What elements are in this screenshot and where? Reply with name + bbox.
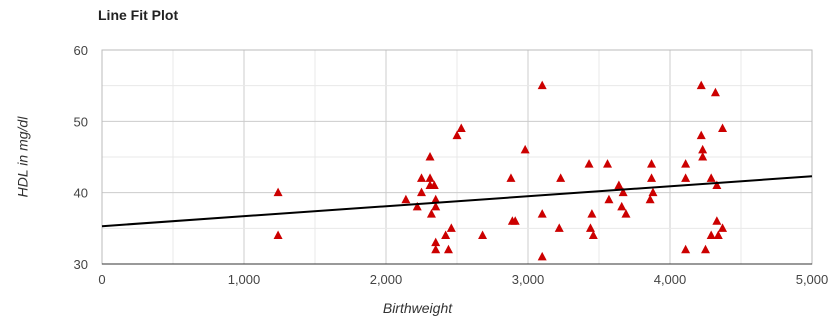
data-point-triangle xyxy=(603,159,613,168)
data-point-triangle xyxy=(588,230,598,239)
data-point-triangle xyxy=(520,144,530,154)
data-point-triangle xyxy=(696,80,706,90)
data-point-triangle xyxy=(617,201,627,211)
data-point-triangle xyxy=(431,201,441,211)
data-point-triangle xyxy=(710,87,720,97)
data-point-triangle xyxy=(425,152,435,161)
x-tick-label: 4,000 xyxy=(654,272,687,287)
data-point-triangle xyxy=(681,159,691,168)
plot-frame xyxy=(101,49,813,265)
data-point-triangle xyxy=(401,194,411,204)
data-point-triangle xyxy=(718,223,728,232)
x-tick-label: 0 xyxy=(98,272,105,287)
x-tick-label: 3,000 xyxy=(512,272,545,287)
data-point-triangle xyxy=(648,187,658,197)
y-tick-label: 50 xyxy=(74,114,88,129)
data-point-triangle xyxy=(698,144,708,154)
data-point-triangle xyxy=(429,180,439,190)
data-point-triangle xyxy=(614,180,624,190)
data-point-triangle xyxy=(696,130,706,140)
data-point-triangle xyxy=(431,194,441,204)
x-tick-label: 2,000 xyxy=(370,272,403,287)
x-axis-label: Birthweight xyxy=(382,300,453,316)
data-point-triangle xyxy=(273,230,283,239)
data-point-triangle xyxy=(585,223,595,232)
data-point-triangle xyxy=(431,237,441,247)
data-points xyxy=(273,80,728,261)
data-point-triangle xyxy=(537,251,547,261)
gridlines xyxy=(102,50,812,264)
y-tick-label: 30 xyxy=(74,257,88,272)
data-point-triangle xyxy=(621,209,631,218)
data-point-triangle xyxy=(554,223,564,232)
data-point-triangle xyxy=(537,80,547,90)
data-point-triangle xyxy=(618,187,628,197)
fit-line xyxy=(101,175,813,228)
data-point-triangle xyxy=(446,223,456,232)
data-point-triangle xyxy=(510,216,520,225)
x-tick-label: 5,000 xyxy=(796,272,829,287)
data-point-triangle xyxy=(441,230,451,239)
data-point-triangle xyxy=(417,187,426,197)
data-point-triangle xyxy=(584,159,594,168)
chart-title: Line Fit Plot xyxy=(98,7,179,23)
data-point-triangle xyxy=(431,244,441,254)
y-tick-label: 60 xyxy=(74,43,88,58)
data-point-triangle xyxy=(706,230,716,239)
data-point-triangle xyxy=(712,216,722,225)
data-point-triangle xyxy=(556,173,566,182)
data-point-triangle xyxy=(443,244,453,254)
data-point-triangle xyxy=(681,173,691,182)
data-point-triangle xyxy=(706,173,716,182)
x-tick-label: 1,000 xyxy=(228,272,261,287)
data-point-triangle xyxy=(273,187,283,197)
data-point-triangle xyxy=(681,244,691,254)
data-point-triangle xyxy=(712,180,722,190)
data-point-triangle xyxy=(647,173,657,182)
data-point-triangle xyxy=(456,123,466,132)
data-point-triangle xyxy=(587,209,597,218)
data-point-triangle xyxy=(426,209,436,218)
data-point-triangle xyxy=(452,130,462,140)
data-point-triangle xyxy=(506,173,516,182)
data-point-triangle xyxy=(647,159,657,168)
data-point-triangle xyxy=(425,173,435,182)
fit-line-group xyxy=(101,175,813,228)
data-point-triangle xyxy=(698,152,708,161)
x-tick-labels: 0 1,000 2,000 3,000 4,000 5,000 xyxy=(98,272,828,287)
data-point-triangle xyxy=(412,201,422,211)
data-point-triangle xyxy=(713,230,723,239)
data-point-triangle xyxy=(537,209,547,218)
y-tick-label: 40 xyxy=(74,186,88,201)
data-point-triangle xyxy=(701,244,710,254)
data-point-triangle xyxy=(718,123,728,132)
data-point-triangle xyxy=(645,194,655,204)
data-point-triangle xyxy=(478,230,488,239)
data-point-triangle xyxy=(417,173,426,182)
data-point-triangle xyxy=(604,194,614,204)
y-tick-labels: 30 40 50 60 xyxy=(74,43,88,272)
